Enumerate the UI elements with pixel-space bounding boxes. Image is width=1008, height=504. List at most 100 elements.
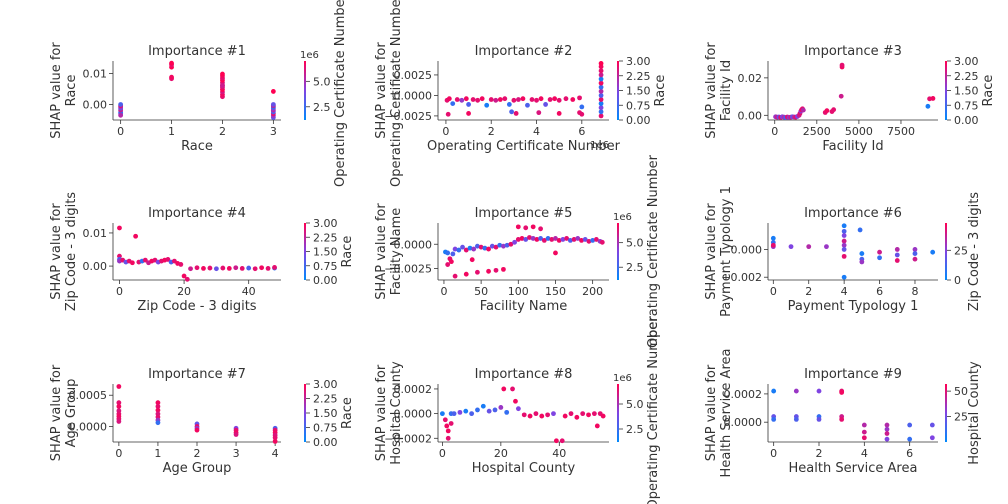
y-axis-label-line: Payment Typology 1 [719, 186, 734, 317]
colorbar [945, 61, 947, 120]
panel-8: Importance #80 20 40−0.00020.00000.0002Hos… [374, 316, 661, 504]
data-point [598, 109, 604, 115]
data-point [184, 276, 190, 282]
data-point [545, 236, 551, 241]
data-point [591, 411, 597, 417]
data-point [838, 93, 844, 99]
data-point [233, 265, 239, 271]
x-tick-label: 0 [771, 125, 778, 138]
panel-2: Importance #20 2 4 6−0.00250.00000.00251e6O… [374, 0, 668, 187]
colorbar-tick-label: 3.00 [313, 217, 338, 230]
data-point [466, 102, 471, 107]
data-point [270, 102, 276, 107]
data-point [508, 241, 514, 247]
data-point [484, 102, 490, 108]
data-point [181, 273, 187, 279]
data-point [272, 438, 278, 444]
colorbar-label: Race [981, 75, 996, 107]
data-point [486, 268, 491, 274]
y-axis-label-line: SHAP value for [49, 203, 64, 300]
data-point [600, 413, 606, 419]
data-point [824, 244, 829, 250]
colorbar [304, 61, 306, 120]
data-point [515, 224, 521, 230]
data-point [568, 411, 574, 417]
data-point [857, 227, 863, 233]
data-point [841, 253, 847, 259]
data-point [599, 239, 605, 245]
x-axis-label: Health Service Area [789, 461, 918, 476]
y-axis-label: SHAP value for Facility Id [704, 42, 734, 139]
y-axis-label: SHAP value for Payment Typology 1 [704, 186, 734, 317]
data-point [590, 237, 596, 243]
y-axis-label-line: SHAP value for [49, 364, 64, 461]
data-point [771, 416, 777, 422]
data-point [445, 111, 451, 117]
data-point [570, 97, 576, 102]
data-point [579, 111, 585, 117]
data-point [800, 107, 806, 113]
data-point [770, 242, 776, 248]
data-point [859, 251, 865, 256]
data-point [142, 257, 148, 263]
data-point [543, 102, 548, 107]
data-point [538, 96, 544, 102]
data-point [501, 243, 506, 249]
data-point [116, 404, 122, 409]
data-point [553, 250, 558, 256]
colorbar-tick-label: 1.50 [954, 85, 979, 98]
data-point [454, 97, 460, 102]
x-tick-label: 4 [861, 447, 868, 460]
data-point [444, 423, 450, 429]
y-axis-label-line: Race [64, 75, 79, 107]
data-point [445, 435, 451, 441]
colorbar [945, 384, 947, 442]
y-tick-label: 0.0000 [724, 416, 763, 429]
data-point [169, 60, 174, 66]
data-point [907, 436, 913, 442]
x-axis-label: Zip Code - 3 digits [137, 299, 256, 314]
data-point [929, 435, 935, 441]
data-point [515, 406, 521, 412]
colorbar-tick-label: 2.5 [626, 423, 644, 436]
x-tick-label: 40 [242, 285, 256, 298]
data-point [553, 438, 559, 444]
panel-title: Importance #7 [148, 367, 246, 382]
colorbar-tick-label: 0.00 [313, 274, 338, 287]
colorbar [304, 223, 306, 280]
y-tick-label: 0.01 [83, 67, 108, 80]
data-point [579, 104, 585, 110]
x-tick-label: 7500 [887, 125, 915, 138]
colorbar-tick-label: 1.50 [313, 246, 338, 259]
y-tick-label: −0.0025 [384, 110, 432, 123]
data-point [117, 253, 122, 259]
data-point [884, 436, 890, 442]
data-point [930, 249, 936, 255]
data-point [459, 97, 465, 103]
colorbar-tick-label: 0.00 [626, 114, 651, 127]
panel-title: Importance #8 [475, 367, 573, 382]
data-point [456, 247, 462, 253]
data-point [877, 255, 882, 261]
data-point [552, 96, 558, 102]
data-point [525, 102, 530, 108]
data-point [598, 93, 604, 98]
data-point [155, 407, 161, 413]
y-axis-label-line: SHAP value for [49, 42, 64, 139]
data-point [480, 403, 486, 409]
data-point [513, 111, 519, 116]
data-point [457, 409, 463, 415]
colorbar-tick-label: 25 [954, 411, 968, 424]
x-tick-label: 200 [582, 285, 603, 298]
data-point [129, 260, 135, 266]
data-point [567, 237, 573, 243]
x-tick-label: 0 [116, 285, 123, 298]
data-point [770, 235, 776, 241]
data-point [841, 274, 847, 280]
data-point [509, 109, 515, 115]
colorbar-tick-label: 2.25 [313, 231, 338, 244]
data-point [201, 266, 206, 271]
data-point [133, 233, 139, 239]
y-axis-label-line: SHAP value for [704, 42, 719, 139]
y-axis-label: SHAP value for Zip Code - 3 digits [49, 192, 79, 311]
